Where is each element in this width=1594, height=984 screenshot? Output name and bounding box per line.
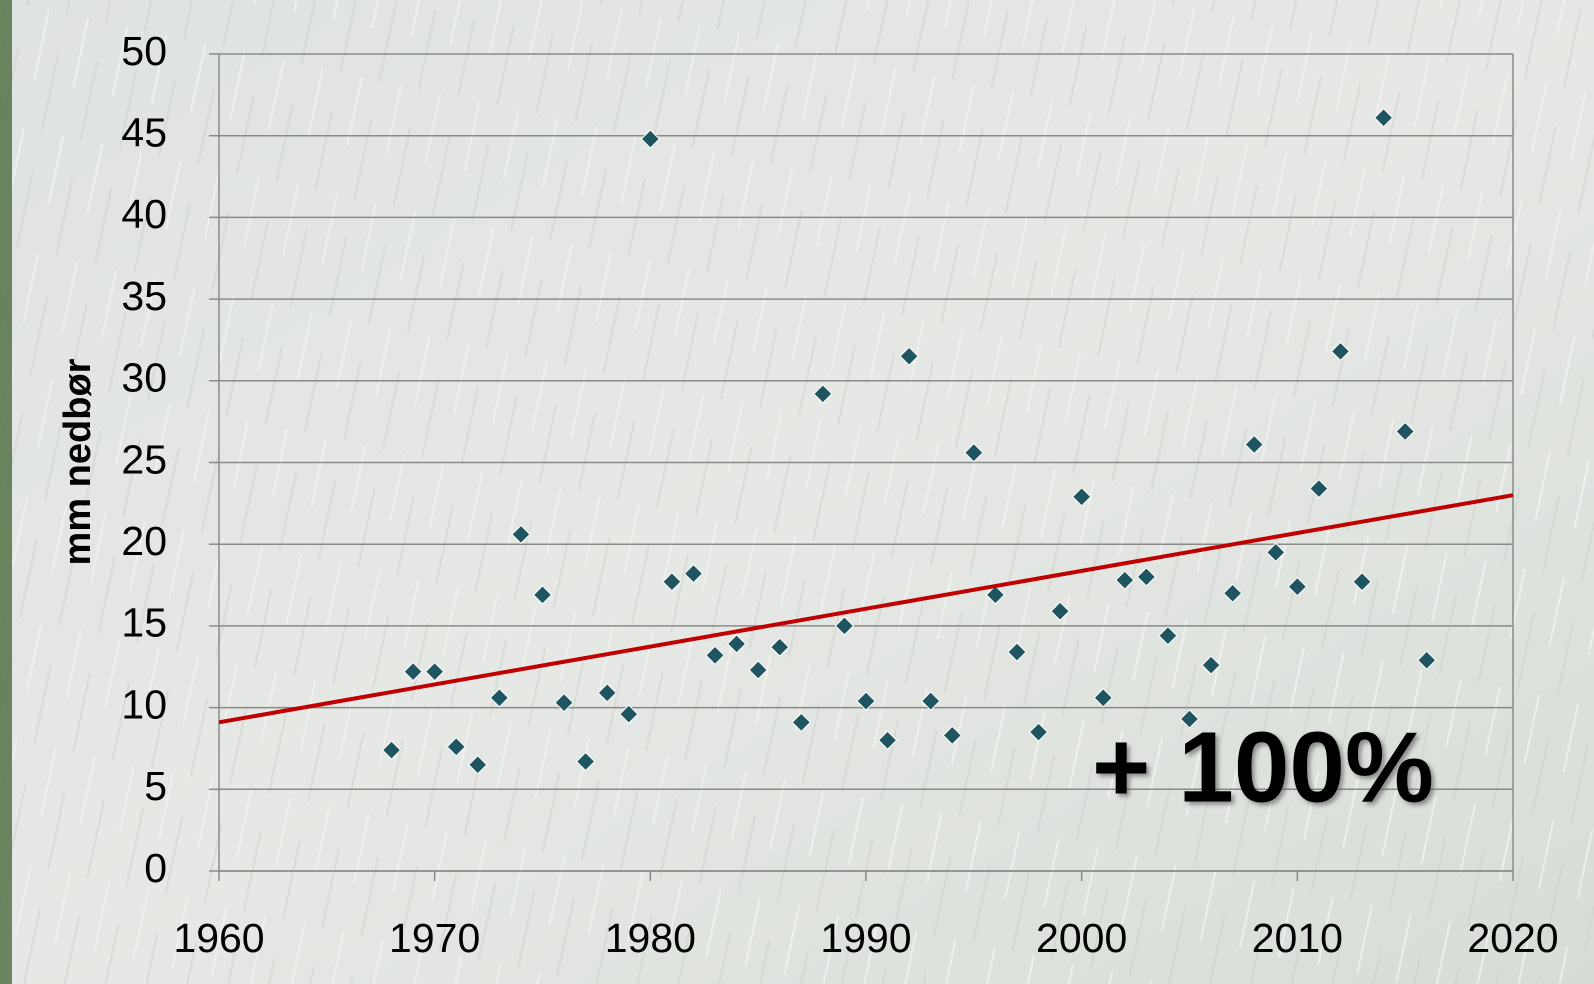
y-tick-label: 50 bbox=[121, 28, 167, 74]
data-point bbox=[532, 585, 553, 605]
data-point bbox=[1330, 341, 1351, 362]
plot-area: 0 5 10 15 20 25 30 35 40 45 50 1960 1970 1980 1990 2000… bbox=[121, 28, 1558, 961]
data-point bbox=[1050, 601, 1070, 621]
y-axis-label: mm nedbør bbox=[57, 358, 99, 565]
data-point bbox=[1028, 722, 1049, 742]
data-point bbox=[1244, 434, 1264, 455]
y-tick-label: 30 bbox=[121, 355, 167, 401]
data-point bbox=[705, 645, 725, 666]
x-tick-label: 1990 bbox=[820, 915, 911, 961]
data-point bbox=[1007, 642, 1027, 662]
data-point bbox=[640, 129, 661, 149]
edge bbox=[0, 0, 12, 984]
data-point bbox=[856, 691, 876, 711]
data-point bbox=[489, 688, 510, 708]
data-point bbox=[1373, 108, 1394, 128]
x-tick-label: 1980 bbox=[605, 915, 696, 961]
y-tick-label: 25 bbox=[121, 436, 167, 482]
x-tick-label: 2010 bbox=[1252, 915, 1343, 961]
annotation: + 100% bbox=[1092, 711, 1434, 823]
data-point bbox=[468, 755, 488, 775]
data-point bbox=[619, 704, 639, 724]
data-point bbox=[597, 683, 617, 703]
y-tick-label: 20 bbox=[121, 518, 167, 564]
data-point bbox=[791, 712, 812, 733]
data-point bbox=[985, 585, 1006, 605]
data-point bbox=[575, 751, 596, 772]
x-tick-label: 2020 bbox=[1467, 915, 1558, 961]
data-point bbox=[920, 691, 941, 711]
data-point bbox=[726, 634, 747, 654]
data-point bbox=[942, 725, 962, 746]
data-point bbox=[1201, 655, 1221, 675]
data-point bbox=[834, 616, 855, 636]
x-tick-label: 1970 bbox=[389, 915, 480, 961]
data-point bbox=[877, 730, 898, 750]
data-point bbox=[748, 660, 768, 680]
data-point bbox=[899, 346, 919, 366]
data-point bbox=[1158, 625, 1178, 646]
data-point bbox=[1093, 688, 1113, 708]
data-point bbox=[424, 661, 445, 682]
data-point bbox=[403, 661, 423, 682]
data-point bbox=[1115, 570, 1135, 590]
data-point bbox=[683, 563, 704, 584]
data-point bbox=[1266, 542, 1286, 563]
data-point bbox=[1222, 583, 1243, 603]
x-tick-label: 1960 bbox=[173, 915, 264, 961]
data-point bbox=[381, 740, 402, 760]
data-point bbox=[1417, 650, 1437, 670]
y-tick-label: 5 bbox=[144, 763, 167, 809]
y-tick-label: 0 bbox=[144, 845, 167, 891]
data-point bbox=[1071, 487, 1092, 507]
x-tick-label: 2000 bbox=[1036, 915, 1127, 961]
y-tick-label: 35 bbox=[121, 273, 167, 319]
data-point bbox=[662, 572, 682, 592]
data-point bbox=[1287, 576, 1308, 597]
data-point bbox=[446, 737, 466, 757]
data-point bbox=[770, 637, 790, 657]
y-tick-label: 45 bbox=[121, 110, 167, 156]
data-point bbox=[813, 384, 833, 404]
data-point bbox=[1309, 478, 1329, 499]
data-point bbox=[1179, 709, 1200, 729]
trend-line bbox=[218, 493, 1514, 725]
data-point bbox=[554, 692, 574, 713]
data-point bbox=[964, 442, 984, 463]
data-point bbox=[511, 524, 531, 545]
y-tick-label: 40 bbox=[121, 191, 167, 237]
data-point bbox=[1136, 567, 1157, 587]
data-point bbox=[1352, 572, 1372, 592]
y-tick-label: 10 bbox=[121, 681, 167, 727]
data-point bbox=[1395, 421, 1415, 442]
y-tick-label: 15 bbox=[121, 600, 167, 646]
